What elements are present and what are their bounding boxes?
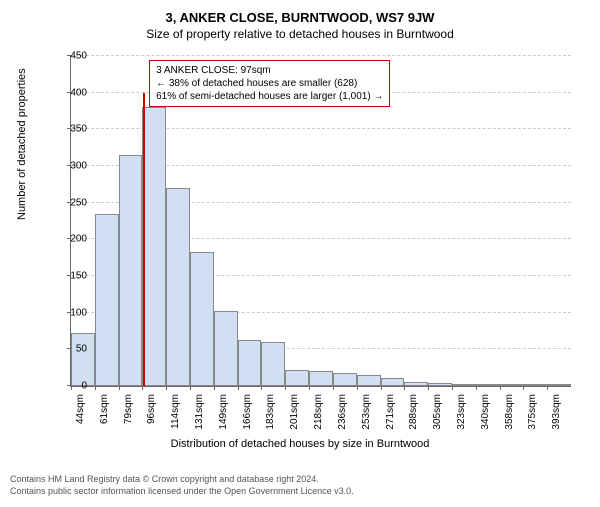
- footer-line-1: Contains HM Land Registry data © Crown c…: [10, 474, 590, 486]
- x-tick-mark: [357, 386, 358, 390]
- x-tick-mark: [309, 386, 310, 390]
- annotation-line-3: 61% of semi-detached houses are larger (…: [156, 90, 383, 103]
- footer-line-2: Contains public sector information licen…: [10, 486, 590, 498]
- histogram-bar: [476, 384, 500, 386]
- histogram-bar: [333, 373, 357, 386]
- histogram-bar: [404, 382, 428, 386]
- chart-title-main: 3, ANKER CLOSE, BURNTWOOD, WS7 9JW: [10, 10, 590, 25]
- histogram-bar: [238, 340, 262, 386]
- y-tick-label: 350: [47, 124, 87, 135]
- x-tick-mark: [404, 386, 405, 390]
- y-tick-label: 100: [47, 307, 87, 318]
- x-tick-mark: [381, 386, 382, 390]
- y-tick-label: 150: [47, 271, 87, 282]
- y-axis-label: Number of detached properties: [16, 68, 28, 220]
- x-tick-mark: [238, 386, 239, 390]
- x-tick-mark: [285, 386, 286, 390]
- histogram-bar: [71, 333, 95, 386]
- annotation-line-1: 3 ANKER CLOSE: 97sqm: [156, 64, 383, 77]
- y-tick-label: 250: [47, 197, 87, 208]
- histogram-bar: [166, 188, 190, 386]
- x-axis-label: Distribution of detached houses by size …: [10, 438, 590, 450]
- plot-area: 44sqm61sqm79sqm96sqm114sqm131sqm149sqm16…: [70, 56, 571, 387]
- chart-title-sub: Size of property relative to detached ho…: [10, 27, 590, 41]
- footer-attribution: Contains HM Land Registry data © Crown c…: [10, 474, 590, 497]
- x-tick-mark: [214, 386, 215, 390]
- annotation-line-2: ← 38% of detached houses are smaller (62…: [156, 77, 383, 90]
- histogram-bar: [309, 371, 333, 386]
- histogram-bar: [285, 370, 309, 386]
- x-tick-mark: [523, 386, 524, 390]
- x-tick-mark: [119, 386, 120, 390]
- x-tick-mark: [452, 386, 453, 390]
- reference-marker-line: [143, 93, 145, 386]
- y-tick-label: 200: [47, 234, 87, 245]
- histogram-bar: [261, 342, 285, 386]
- x-tick-mark: [261, 386, 262, 390]
- x-tick-mark: [190, 386, 191, 390]
- histogram-bar: [547, 384, 571, 386]
- y-tick-label: 0: [47, 381, 87, 392]
- x-tick-mark: [166, 386, 167, 390]
- histogram-bar: [500, 384, 524, 386]
- x-tick-mark: [428, 386, 429, 390]
- x-tick-mark: [547, 386, 548, 390]
- histogram-bar: [523, 384, 547, 386]
- x-tick-mark: [333, 386, 334, 390]
- histogram-bar: [95, 214, 119, 386]
- y-tick-label: 450: [47, 51, 87, 62]
- histogram-bar: [381, 378, 405, 386]
- y-tick-label: 50: [47, 344, 87, 355]
- y-tick-label: 400: [47, 87, 87, 98]
- histogram-bar: [119, 155, 143, 386]
- y-tick-label: 300: [47, 161, 87, 172]
- x-tick-mark: [500, 386, 501, 390]
- histogram-bar: [452, 384, 476, 386]
- x-tick-mark: [142, 386, 143, 390]
- histogram-bar: [190, 252, 214, 386]
- x-tick-mark: [95, 386, 96, 390]
- histogram-chart: 3, ANKER CLOSE, BURNTWOOD, WS7 9JW Size …: [10, 10, 590, 470]
- histogram-bar: [428, 383, 452, 386]
- histogram-bar: [142, 107, 166, 386]
- grid-line: [71, 55, 571, 56]
- histogram-bar: [357, 375, 381, 386]
- annotation-box: 3 ANKER CLOSE: 97sqm← 38% of detached ho…: [149, 60, 390, 107]
- histogram-bar: [214, 311, 238, 386]
- x-tick-mark: [476, 386, 477, 390]
